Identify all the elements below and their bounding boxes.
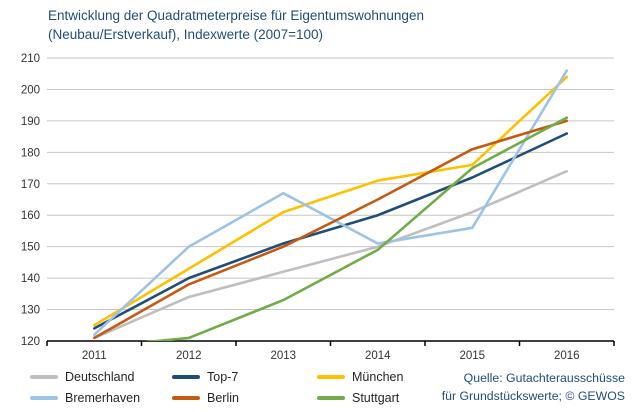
legend-label: Deutschland	[65, 370, 135, 384]
chart-legend: Deutschland Top-7 München Bremerhaven Berlin…	[30, 370, 430, 405]
source-note-line2: für Grundstückswerte; © GEWOS	[441, 389, 625, 403]
legend-item-berlin: Berlin	[172, 391, 317, 405]
legend-swatch-icon	[172, 396, 200, 400]
series-line-stuttgart	[144, 116, 569, 341]
y-axis-label-170: 170	[21, 179, 40, 191]
chart-title-line1: Entwicklung der Quadratmeterpreise für E…	[48, 8, 424, 23]
legend-item-deutschland: Deutschland	[30, 370, 172, 384]
x-axis-label-2015: 2015	[459, 350, 485, 362]
source-note: Quelle: Gutachterausschüsse für Grundstü…	[442, 369, 625, 405]
y-axis-label-190: 190	[21, 116, 40, 128]
legend-label: Stuttgart	[352, 391, 400, 405]
x-axis-label-2012: 2012	[176, 350, 202, 362]
x-axis-label-2014: 2014	[365, 350, 391, 362]
legend-label: Top-7	[207, 370, 239, 384]
y-axis-label-150: 150	[21, 242, 40, 254]
y-axis-label-120: 120	[21, 336, 40, 348]
legend-item-stuttgart: Stuttgart	[317, 391, 430, 405]
legend-label: Bremerhaven	[65, 391, 141, 405]
x-axis-label-2011: 2011	[82, 350, 107, 362]
series-line-deutschland	[93, 169, 569, 340]
series-line-top-7	[93, 132, 569, 330]
y-axis-label-160: 160	[21, 210, 40, 222]
legend-item-top-7: Top-7	[172, 370, 317, 384]
y-axis-label-130: 130	[21, 305, 40, 317]
legend-swatch-icon	[317, 375, 345, 379]
legend-swatch-icon	[317, 396, 345, 400]
source-note-line1: Quelle: Gutachterausschüsse	[463, 371, 625, 385]
y-axis-label-140: 140	[21, 273, 40, 285]
y-axis-label-200: 200	[21, 84, 40, 96]
series-line-berlin	[93, 119, 569, 340]
legend-item-m-nchen: München	[317, 370, 430, 384]
chart-title-line2: (Neubau/Erstverkauf), Indexwerte (2007=1…	[48, 27, 324, 42]
y-axis-label-210: 210	[21, 53, 40, 65]
x-axis-label-2013: 2013	[270, 350, 296, 362]
y-axis-label-180: 180	[21, 147, 40, 159]
legend-swatch-icon	[172, 375, 200, 379]
legend-label: München	[352, 370, 404, 384]
series-line-m-nchen	[93, 75, 569, 327]
legend-item-bremerhaven: Bremerhaven	[30, 391, 172, 405]
legend-label: Berlin	[207, 391, 239, 405]
x-axis-label-2016: 2016	[554, 350, 580, 362]
legend-swatch-icon	[30, 396, 58, 400]
line-chart-plot-area: 120 130 140 150 160 170 180 190 200 210 2011 2012 20…	[21, 53, 615, 362]
legend-swatch-icon	[30, 375, 58, 379]
series-line-bremerhaven	[93, 69, 569, 337]
chart-title: Entwicklung der Quadratmeterpreise für E…	[48, 6, 424, 44]
